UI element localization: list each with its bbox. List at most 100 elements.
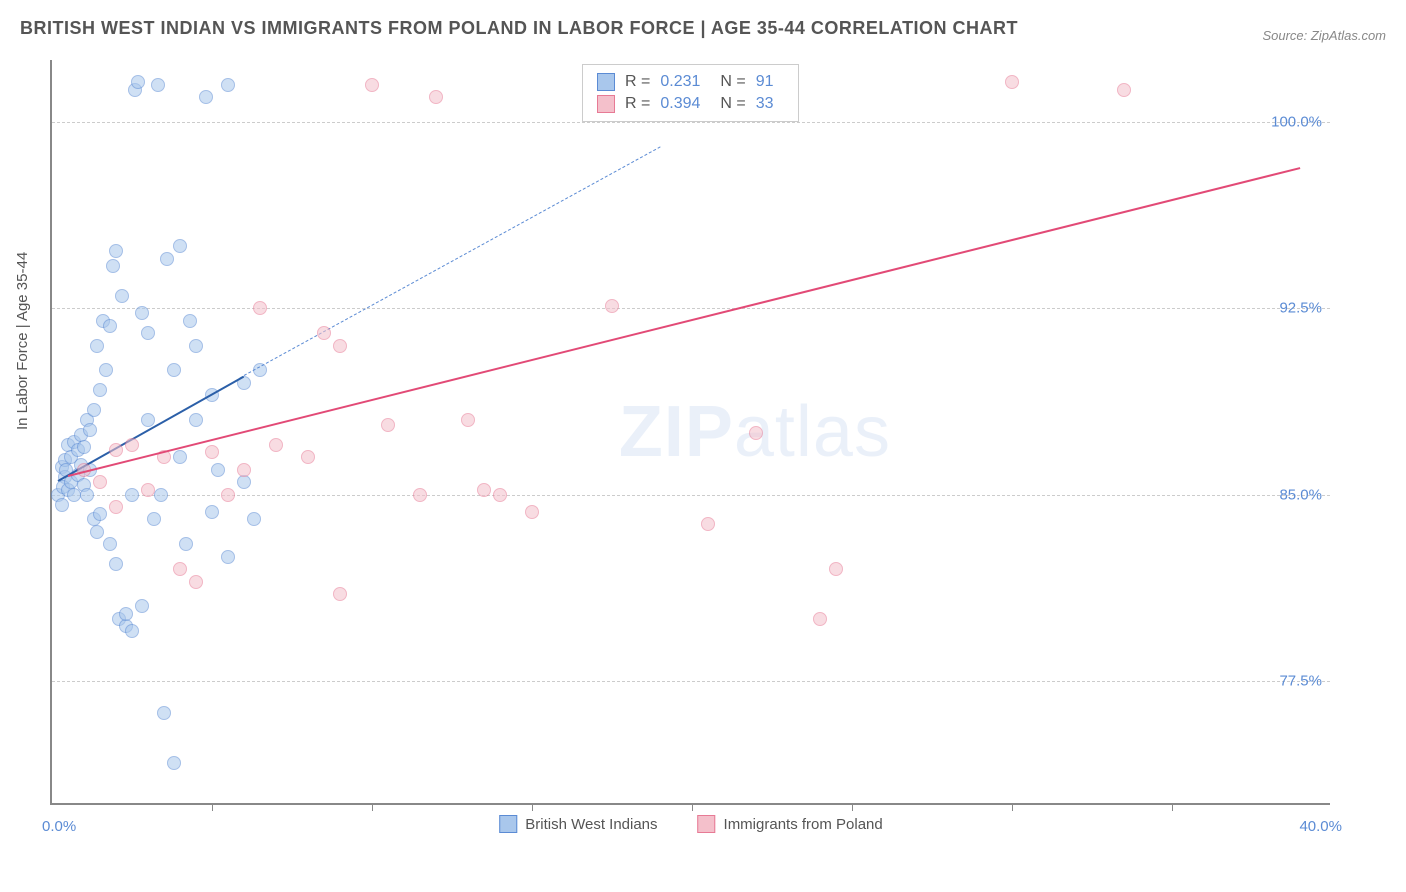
- data-point: [151, 78, 165, 92]
- stat-r-label: R =: [625, 73, 650, 91]
- gridline: [52, 495, 1330, 496]
- stats-legend: R =0.231N =91R =0.394N =33: [582, 64, 799, 122]
- x-tick: [532, 803, 533, 811]
- data-point: [154, 488, 168, 502]
- stat-r-value: 0.394: [660, 95, 700, 113]
- data-point: [55, 498, 69, 512]
- data-point: [461, 413, 475, 427]
- data-point: [317, 326, 331, 340]
- data-point: [189, 575, 203, 589]
- data-point: [125, 624, 139, 638]
- data-point: [119, 607, 133, 621]
- data-point: [80, 488, 94, 502]
- data-point: [813, 612, 827, 626]
- legend-swatch: [597, 73, 615, 91]
- x-tick: [1012, 803, 1013, 811]
- data-point: [99, 363, 113, 377]
- x-tick: [212, 803, 213, 811]
- data-point: [125, 438, 139, 452]
- stat-n-value: 33: [756, 95, 774, 113]
- legend-label: British West Indians: [525, 816, 657, 833]
- data-point: [179, 537, 193, 551]
- legend-row: R =0.231N =91: [597, 71, 784, 93]
- data-point: [365, 78, 379, 92]
- data-point: [93, 475, 107, 489]
- data-point: [211, 463, 225, 477]
- data-point: [87, 403, 101, 417]
- data-point: [183, 314, 197, 328]
- data-point: [135, 599, 149, 613]
- data-point: [493, 488, 507, 502]
- data-point: [525, 505, 539, 519]
- data-point: [269, 438, 283, 452]
- data-point: [160, 252, 174, 266]
- x-tick: [852, 803, 853, 811]
- data-point: [333, 587, 347, 601]
- data-point: [90, 339, 104, 353]
- data-point: [173, 450, 187, 464]
- data-point: [381, 418, 395, 432]
- data-point: [205, 505, 219, 519]
- bottom-legend: British West Indians Immigrants from Pola…: [499, 815, 883, 833]
- data-point: [109, 244, 123, 258]
- plot-area: ZIPatlas R =0.231N =91R =0.394N =33 0.0%…: [50, 60, 1330, 805]
- data-point: [157, 706, 171, 720]
- data-point: [125, 488, 139, 502]
- data-point: [701, 517, 715, 531]
- data-point: [1005, 75, 1019, 89]
- gridline: [52, 681, 1330, 682]
- data-point: [106, 259, 120, 273]
- gridline: [52, 122, 1330, 123]
- x-tick: [372, 803, 373, 811]
- data-point: [253, 301, 267, 315]
- data-point: [237, 475, 251, 489]
- data-point: [115, 289, 129, 303]
- data-point: [333, 339, 347, 353]
- stat-r-value: 0.231: [660, 73, 700, 91]
- data-point: [131, 75, 145, 89]
- data-point: [205, 445, 219, 459]
- data-point: [109, 500, 123, 514]
- x-axis-max-label: 40.0%: [1299, 818, 1342, 835]
- data-point: [247, 512, 261, 526]
- x-tick: [692, 803, 693, 811]
- y-tick-label: 100.0%: [1271, 114, 1322, 131]
- data-point: [173, 562, 187, 576]
- trend-line: [68, 167, 1300, 477]
- stat-n-label: N =: [720, 95, 745, 113]
- gridline: [52, 308, 1330, 309]
- data-point: [189, 339, 203, 353]
- data-point: [221, 488, 235, 502]
- data-point: [93, 383, 107, 397]
- legend-swatch: [597, 95, 615, 113]
- chart-title: BRITISH WEST INDIAN VS IMMIGRANTS FROM P…: [20, 18, 1018, 39]
- data-point: [109, 557, 123, 571]
- data-point: [749, 426, 763, 440]
- legend-item: Immigrants from Poland: [698, 815, 883, 833]
- y-axis-title: In Labor Force | Age 35-44: [14, 252, 31, 430]
- legend-swatch: [698, 815, 716, 833]
- legend-swatch: [499, 815, 517, 833]
- data-point: [1117, 83, 1131, 97]
- data-point: [829, 562, 843, 576]
- data-point: [109, 443, 123, 457]
- data-point: [77, 440, 91, 454]
- data-point: [189, 413, 203, 427]
- data-point: [167, 363, 181, 377]
- x-axis-min-label: 0.0%: [42, 818, 76, 835]
- legend-row: R =0.394N =33: [597, 93, 784, 115]
- data-point: [221, 550, 235, 564]
- data-point: [90, 525, 104, 539]
- watermark-strong: ZIP: [619, 392, 734, 472]
- y-tick-label: 92.5%: [1279, 300, 1322, 317]
- data-point: [301, 450, 315, 464]
- y-tick-label: 85.0%: [1279, 486, 1322, 503]
- data-point: [141, 483, 155, 497]
- data-point: [167, 756, 181, 770]
- legend-label: Immigrants from Poland: [724, 816, 883, 833]
- data-point: [237, 463, 251, 477]
- data-point: [413, 488, 427, 502]
- x-tick: [1172, 803, 1173, 811]
- data-point: [103, 537, 117, 551]
- source-credit: Source: ZipAtlas.com: [1262, 28, 1386, 43]
